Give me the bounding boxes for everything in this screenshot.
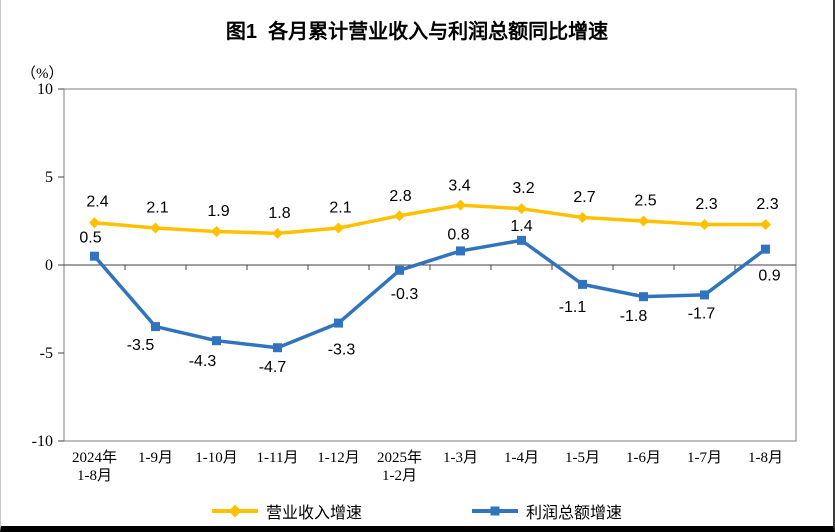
series-line-0 (94, 203, 766, 236)
data-label: 0.8 (447, 226, 469, 243)
diamond-marker-icon (333, 222, 344, 234)
data-label: 3.2 (512, 180, 534, 197)
square-marker-icon (700, 290, 709, 300)
data-label: -3.5 (127, 337, 155, 354)
diamond-marker-icon (516, 203, 527, 215)
square-marker-icon (212, 336, 221, 346)
legend-item-profit: 利润总额增速 (472, 499, 622, 523)
x-category-label: 1-10月 (195, 450, 238, 466)
y-tick-label: 5 (45, 169, 53, 186)
data-label: -4.3 (189, 353, 217, 370)
chart-legend: 营业收入增速 利润总额增速 (1, 498, 833, 524)
data-label: 1.9 (207, 203, 229, 220)
profit-line-sample (472, 506, 518, 516)
x-category-label: 1-9月 (138, 450, 173, 466)
square-marker-icon (151, 322, 160, 332)
x-category-label: 1-8月 (77, 468, 112, 484)
x-category-label: 1-6月 (626, 450, 661, 466)
data-label: 2.7 (573, 189, 595, 206)
data-label: -1.1 (559, 299, 587, 316)
x-category-label: 1-5月 (565, 450, 600, 466)
legend-label-profit: 利润总额增速 (526, 505, 623, 522)
data-label: -3.3 (328, 342, 356, 359)
y-tick-label: -10 (32, 433, 53, 450)
square-marker-icon (490, 506, 500, 516)
x-category-label: 2024年 (72, 449, 117, 466)
square-marker-icon (273, 343, 282, 353)
square-marker-icon (761, 244, 770, 254)
data-label: -1.7 (688, 305, 716, 322)
data-label: 2.3 (695, 196, 717, 213)
data-label: -4.7 (259, 359, 287, 376)
square-marker-icon (90, 251, 99, 261)
square-marker-icon (639, 292, 648, 302)
diamond-marker-icon (150, 222, 161, 234)
diamond-marker-icon (228, 504, 242, 518)
revenue-line-sample (211, 504, 258, 518)
y-tick-label: 10 (37, 81, 53, 98)
square-marker-icon (456, 246, 465, 256)
x-category-label: 1-11月 (257, 450, 299, 466)
data-label: 2.1 (146, 200, 168, 217)
diamond-marker-icon (455, 199, 466, 211)
x-category-label: 1-7月 (687, 450, 722, 466)
data-label: 2.4 (86, 193, 108, 210)
y-tick-label: 0 (45, 257, 53, 274)
diamond-marker-icon (760, 219, 771, 231)
data-label: -1.8 (620, 308, 648, 325)
chart-title: 图1 各月累计营业收入与利润总额同比增速 (225, 21, 609, 43)
data-label: 2.3 (756, 196, 778, 213)
square-marker-icon (517, 235, 526, 245)
data-label: 2.1 (329, 200, 351, 217)
diamond-marker-icon (699, 219, 710, 231)
square-marker-icon (334, 318, 343, 328)
data-label: 2.5 (634, 193, 656, 210)
diamond-marker-icon (89, 217, 100, 229)
data-label: 1.4 (510, 218, 532, 235)
x-category-label: 1-2月 (382, 468, 417, 484)
legend-item-revenue: 营业收入增速 (211, 499, 362, 523)
x-category-label: 1-8月 (748, 450, 783, 466)
diamond-marker-icon (638, 215, 649, 227)
diamond-marker-icon (211, 226, 222, 238)
data-label: 0.9 (758, 268, 780, 285)
data-label: -0.3 (391, 286, 419, 303)
diamond-marker-icon (272, 227, 283, 239)
series-line-1 (93, 238, 767, 350)
x-category-label: 2025年 (377, 449, 422, 466)
diamond-marker-icon (577, 211, 588, 223)
data-label: 1.8 (268, 205, 290, 222)
x-category-label: 1-4月 (504, 450, 539, 466)
square-marker-icon (395, 265, 404, 275)
x-category-label: 1-12月 (317, 450, 360, 466)
y-axis-unit-label: （%） (21, 66, 64, 82)
data-label: 2.8 (389, 188, 411, 205)
square-marker-icon (578, 279, 587, 289)
legend-label-revenue: 营业收入增速 (265, 505, 362, 522)
diamond-marker-icon (394, 210, 405, 222)
y-tick-label: -5 (40, 345, 53, 362)
data-label: 3.4 (448, 178, 470, 195)
data-label: 0.5 (79, 230, 101, 247)
x-category-label: 1-3月 (443, 450, 478, 466)
